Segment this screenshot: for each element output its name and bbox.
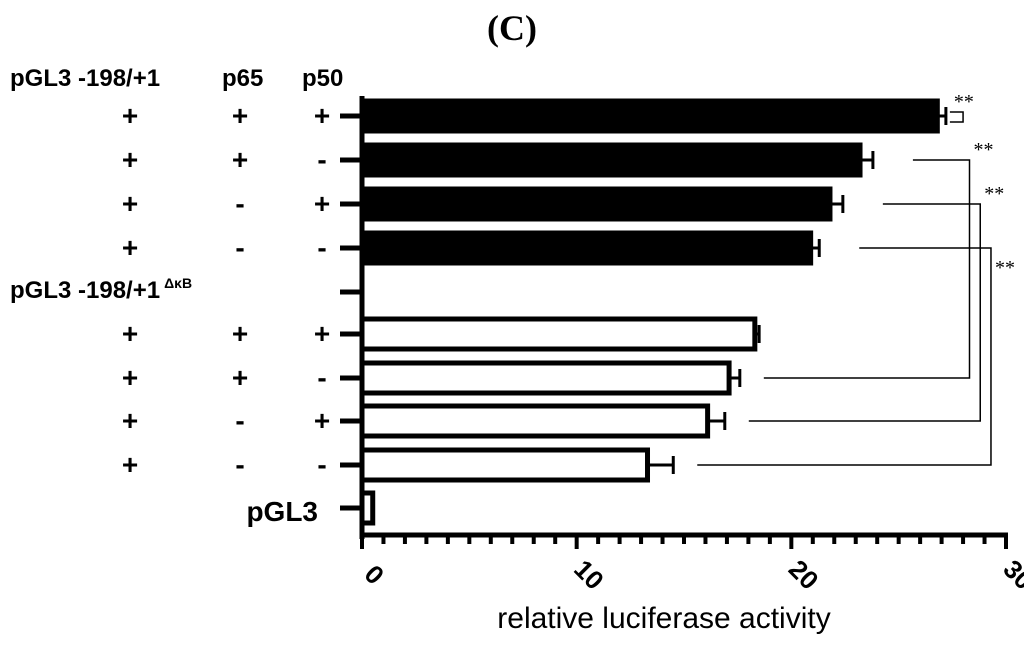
row-p65-sign-6: + bbox=[232, 362, 248, 393]
row-p65-sign-1: + bbox=[232, 144, 248, 175]
group2-label: pGL3 -198/+1 ΔκB bbox=[10, 275, 192, 304]
row-p65-sign-0: + bbox=[232, 100, 248, 131]
group2-label-main: pGL3 -198/+1 bbox=[10, 277, 160, 304]
row-p65-sign-2: - bbox=[235, 188, 244, 219]
bar-row-5 bbox=[359, 316, 758, 352]
significance-bracket-3 bbox=[697, 247, 992, 466]
row-construct-sign-2: + bbox=[122, 188, 138, 219]
significance-bracket-0 bbox=[949, 111, 964, 123]
significance-label-2: ** bbox=[984, 183, 1004, 205]
bar-row-9 bbox=[359, 490, 376, 526]
row-construct-sign-3: + bbox=[122, 232, 138, 263]
row-construct-sign-6: + bbox=[122, 362, 138, 393]
row-p65-sign-3: - bbox=[235, 232, 244, 263]
row-p50-sign-5: + bbox=[314, 318, 330, 349]
bar-row-2 bbox=[359, 186, 833, 222]
row-construct-sign-1: + bbox=[122, 144, 138, 175]
row-p50-sign-6: - bbox=[317, 362, 326, 393]
x-tick-label-1: 10 bbox=[568, 554, 610, 596]
bar-row-0 bbox=[359, 98, 940, 134]
x-tick-label-0: 0 bbox=[359, 559, 390, 590]
row-p50-sign-0: + bbox=[314, 100, 330, 131]
significance-label-0: ** bbox=[954, 91, 974, 113]
row-construct-sign-0: + bbox=[122, 100, 138, 131]
x-tick-label-3: 30 bbox=[998, 554, 1024, 596]
row-p50-sign-1: - bbox=[317, 144, 326, 175]
bar-row-7 bbox=[359, 403, 711, 439]
row-p50-sign-3: - bbox=[317, 232, 326, 263]
plot-area: 0 10 20 30 + + + + + - + - + + - - + + + + + - + - + + - - ** ** ** ** bbox=[122, 91, 1024, 595]
group2-label-superscript: ΔκB bbox=[164, 275, 192, 291]
row-p50-sign-7: + bbox=[314, 405, 330, 436]
row-p65-sign-7: - bbox=[235, 405, 244, 436]
header-p65: p65 bbox=[222, 65, 263, 92]
header-construct: pGL3 -198/+1 bbox=[10, 65, 160, 92]
row-p50-sign-2: + bbox=[314, 188, 330, 219]
row-p65-sign-8: - bbox=[235, 449, 244, 480]
bar-row-3 bbox=[359, 230, 814, 266]
bar-row-8 bbox=[359, 447, 651, 483]
panel-label: (C) bbox=[487, 8, 537, 48]
x-axis-title: relative luciferase activity bbox=[497, 602, 830, 635]
control-label: pGL3 bbox=[246, 496, 318, 527]
row-construct-sign-8: + bbox=[122, 449, 138, 480]
significance-bracket-2 bbox=[748, 203, 981, 422]
row-p50-sign-8: - bbox=[317, 449, 326, 480]
bar-row-6 bbox=[359, 360, 732, 396]
significance-label-3: ** bbox=[995, 257, 1015, 279]
header-p50: p50 bbox=[302, 65, 343, 92]
row-construct-sign-5: + bbox=[122, 318, 138, 349]
bar-row-1 bbox=[359, 142, 863, 178]
significance-label-1: ** bbox=[974, 139, 994, 161]
row-p65-sign-5: + bbox=[232, 318, 248, 349]
x-tick-label-2: 20 bbox=[783, 554, 825, 596]
significance-bracket-1 bbox=[763, 159, 971, 379]
row-construct-sign-7: + bbox=[122, 405, 138, 436]
